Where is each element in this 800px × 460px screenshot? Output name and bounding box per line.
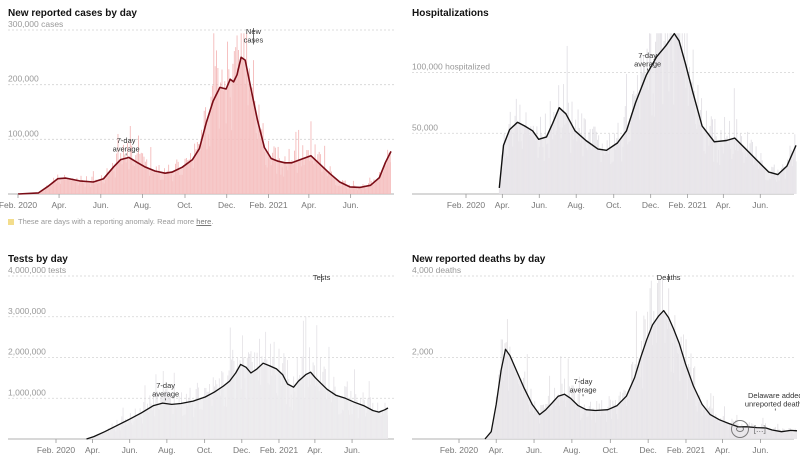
annotation-label: 7-day [117,136,136,145]
x-tick-label: Oct. [606,200,622,210]
y-tick-label: 3,000,000 [8,306,46,316]
wechat-icon [731,420,750,438]
cases-chart-title: New reported cases by day [8,8,137,19]
x-tick-label: Aug. [158,445,176,455]
anomaly-swatch-icon [8,219,14,225]
cases-chart: 100,000 200,000 300,000 cases Feb. 2020 Apr.… [0,19,394,210]
x-tick-label: Jun. [93,200,109,210]
daily-bar [795,161,797,194]
y-tick-label: 200,000 [8,74,39,84]
x-tick-label: Dec. [642,200,659,210]
x-tick-label: Dec. [639,445,656,455]
average-line [17,56,392,195]
x-tick-label: Apr. [85,445,100,455]
x-tick-label: Dec. [233,445,250,455]
x-tick-label: Apr. [489,445,504,455]
x-tick-label: Jun. [526,445,542,455]
anomaly-footnote-suffix: . [211,217,214,226]
x-tick-label: Oct. [603,445,619,455]
y-tick-label: 1,000,000 [8,387,46,397]
x-tick-label: Aug. [563,445,581,455]
x-tick-label: Jun. [752,200,768,210]
x-tick-label: Feb. 2020 [440,445,479,455]
x-tick-label: Apr. [715,445,730,455]
x-tick-label: Dec. [218,200,235,210]
y-tick-label: 4,000 deaths [412,265,461,275]
x-tick-label: Aug. [567,200,585,210]
y-tick-label: 300,000 cases [8,19,63,29]
average-line [498,32,797,188]
annotation-label: 7-day [574,377,593,386]
tests-panel: Tests by day 1,000,000 2,000,000 3,000,000… [8,254,398,459]
annotation-label: average [634,60,661,69]
read-more-link[interactable]: here [196,217,212,226]
x-tick-label: Jun. [122,445,138,455]
x-tick-label: Feb. 2021 [249,200,288,210]
tests-chart: 1,000,000 2,000,000 3,000,000 4,000,000 tes… [8,265,394,455]
hospitalizations-chart: 50,000 100,000 hospitalized Feb. 2020 Apr. J… [412,32,797,210]
anomaly-footnote-text: These are days with a reporting anomaly.… [18,217,197,226]
area-fill [485,310,797,439]
y-tick-label: 2,000,000 [8,347,46,357]
x-tick-label: Jun. [343,200,359,210]
y-tick-label: 4,000,000 tests [8,265,66,275]
y-tick-label: 50,000 [412,122,438,132]
area-fill [86,363,389,439]
cases-panel: New reported cases by day 100,000 200,000… [0,8,398,238]
area-fill [499,33,796,194]
deaths-panel: New reported deaths by day 2,000 4,000 de… [412,254,800,459]
x-tick-label: Feb. 2021 [668,200,707,210]
x-tick-label: Apr. [301,200,316,210]
x-tick-label: Jun. [752,445,768,455]
y-tick-label: 100,000 hospitalized [412,62,490,72]
hospitalizations-chart-title: Hospitalizations [412,8,489,19]
y-tick-label: 2,000 [412,347,434,357]
area-fill [18,57,391,194]
annotation-label: Delaware added [748,391,800,400]
tests-chart-title: Tests by day [8,254,68,265]
x-tick-label: Jun. [531,200,547,210]
annotation-label: average [152,389,179,398]
x-tick-label: Feb. 2021 [667,445,706,455]
deaths-chart-title: New reported deaths by day [412,254,546,265]
watermark-text: [...] [753,424,766,434]
deaths-chart: 2,000 4,000 deaths Feb. 2020 Apr. Jun. Aug. Oc… [412,265,800,455]
x-tick-label: Apr. [495,200,510,210]
x-tick-label: Oct. [177,200,193,210]
annotation-label: 7-day [638,51,657,60]
x-tick-label: Aug. [134,200,152,210]
anomaly-footnote: These are days with a reporting anomaly.… [8,217,213,226]
y-tick-label: 100,000 [8,128,39,138]
x-tick-label: Jun. [344,445,360,455]
x-tick-label: Oct. [197,445,213,455]
average-line [86,362,389,440]
x-tick-label: Apr. [307,445,322,455]
annotation-label: average [113,144,140,153]
x-tick-label: Feb. 2020 [37,445,76,455]
x-tick-label: Feb. 2020 [447,200,486,210]
x-tick-label: Feb. 2020 [0,200,37,210]
hospitalizations-panel: Hospitalizations 50,000 100,000 hospitali… [412,8,798,238]
annotation-label: unreported deaths [745,400,800,409]
annotation-label: 7-day [156,381,175,390]
x-tick-label: Apr. [716,200,731,210]
x-tick-label: Feb. 2021 [260,445,299,455]
x-tick-label: Apr. [52,200,67,210]
annotation-label: average [569,385,596,394]
watermark: [...] [731,420,766,438]
